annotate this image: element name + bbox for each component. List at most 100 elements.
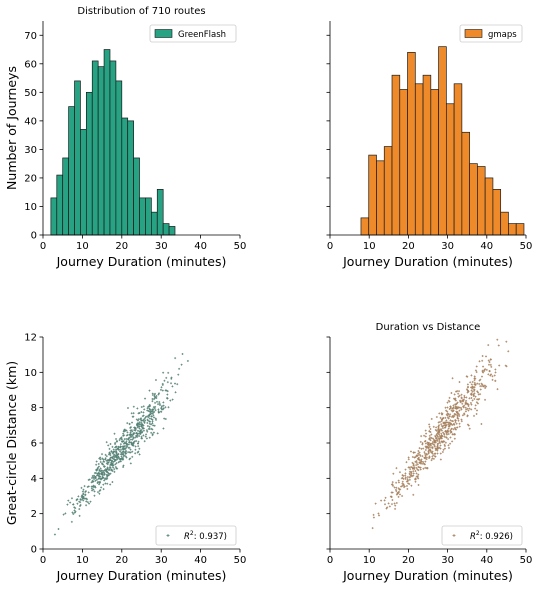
x-tick-label: 10	[76, 241, 89, 252]
histogram-bar	[145, 197, 152, 236]
x-tick-label: 20	[402, 241, 415, 252]
histogram-bar	[162, 223, 170, 236]
x-tick-label: 0	[327, 241, 333, 252]
x-ticks: 0 10 20 30 40 50	[40, 549, 247, 566]
y-ticks	[326, 34, 330, 236]
histogram-bar	[515, 223, 525, 236]
histogram-bar	[97, 66, 105, 236]
histogram-bar	[56, 174, 64, 236]
histogram-bar	[80, 129, 87, 236]
y-tick-label: 0	[31, 231, 37, 242]
legend-box	[441, 525, 523, 546]
x-tick-label: 30	[155, 555, 168, 566]
y-tick-label: 8	[31, 403, 37, 414]
y-ticks: 0 2 4 6 8 10 12	[24, 333, 43, 556]
histogram-bars	[360, 46, 525, 236]
scatter-gmaps-panel: 0 10 20 30 40 50 Journey Duration (minutes) Dur…	[326, 322, 533, 583]
y-tick-label: 0	[31, 545, 37, 556]
histogram-gmaps-panel: 0 10 20 30 40 50 Journey Duration (minutes) gma…	[326, 21, 533, 269]
scatter-points	[371, 338, 510, 530]
histogram-bar	[115, 80, 123, 236]
y-ticks: 0 10 20 30 40 50 60 70	[24, 31, 43, 242]
legend-swatch	[154, 29, 173, 38]
histogram-bar	[127, 120, 134, 236]
legend-swatch	[464, 29, 483, 38]
histogram-bar	[407, 52, 416, 236]
x-tick-label: 50	[520, 555, 533, 566]
x-ticks: 0 10 20 30 40 50	[40, 235, 247, 252]
x-tick-label: 10	[76, 555, 89, 566]
histogram-bar	[68, 106, 75, 236]
x-axis-label: Journey Duration (minutes)	[56, 568, 227, 583]
scatter-points	[53, 352, 189, 536]
x-tick-label: 0	[40, 555, 46, 566]
histogram-bar	[383, 146, 393, 236]
histogram-bars	[50, 49, 176, 236]
x-tick-label: 40	[194, 555, 207, 566]
legend-label: R2: 0.926)	[470, 530, 513, 542]
histogram-bar	[445, 103, 455, 236]
histogram-greenflash-panel: 0 10 20 30 40 50 0 10 20 30 40 50 60 70 Journey Durati…	[4, 6, 246, 269]
legend: gmaps	[459, 24, 523, 43]
histogram-bar	[422, 74, 432, 236]
y-tick-label: 10	[24, 202, 37, 213]
histogram-bar	[453, 83, 463, 236]
histogram-bar	[461, 131, 470, 236]
x-tick-label: 30	[441, 241, 454, 252]
legend: R2: 0.937)	[155, 525, 237, 546]
y-axis-label: Number of Journeys	[4, 66, 19, 190]
histogram-bar	[376, 160, 385, 236]
histogram-bar	[62, 157, 69, 236]
histogram-bar	[103, 49, 111, 236]
y-tick-label: 60	[24, 59, 37, 70]
histogram-bar	[156, 188, 164, 236]
histogram-bar	[438, 46, 447, 236]
histogram-bar	[109, 60, 117, 236]
y-tick-label: 6	[31, 439, 37, 450]
histogram-bar	[399, 89, 408, 236]
chart-title: Distribution of 710 routes	[77, 6, 205, 17]
histogram-bar	[139, 197, 146, 236]
x-tick-label: 0	[40, 241, 46, 252]
histogram-bar	[492, 188, 502, 236]
x-axis-label: Journey Duration (minutes)	[56, 254, 227, 269]
x-tick-label: 40	[480, 241, 493, 252]
histogram-bar	[121, 117, 129, 236]
histogram-bar	[85, 91, 93, 236]
x-axis-label: Journey Duration (minutes)	[342, 568, 513, 583]
histogram-bar	[74, 80, 81, 236]
histogram-bar	[414, 83, 424, 236]
x-axis-label: Journey Duration (minutes)	[342, 254, 513, 269]
y-tick-label: 50	[24, 88, 37, 99]
scatter-greenflash-panel: 0 10 20 30 40 50 0 2 4 6 8 10 12 Journey Duration (mi…	[4, 333, 246, 584]
x-tick-label: 50	[234, 241, 247, 252]
y-tick-label: 30	[24, 145, 37, 156]
histogram-bar	[360, 217, 370, 236]
x-tick-label: 50	[234, 555, 247, 566]
legend: GreenFlash	[149, 24, 237, 43]
histogram-bar	[133, 157, 140, 236]
y-ticks	[326, 336, 330, 550]
x-ticks: 0 10 20 30 40 50	[327, 549, 533, 566]
x-tick-label: 0	[327, 555, 333, 566]
histogram-bar	[484, 177, 494, 236]
x-tick-label: 10	[363, 555, 376, 566]
legend-box	[155, 525, 237, 546]
legend-label: R2: 0.937)	[184, 530, 227, 542]
x-tick-label: 40	[194, 241, 207, 252]
x-tick-label: 20	[402, 555, 415, 566]
histogram-bar	[50, 197, 58, 236]
histogram-bar	[477, 166, 486, 236]
x-tick-label: 50	[520, 241, 533, 252]
x-tick-label: 20	[115, 555, 128, 566]
y-tick-label: 12	[24, 333, 37, 344]
histogram-bar	[391, 74, 401, 236]
x-tick-label: 10	[363, 241, 376, 252]
x-tick-label: 20	[115, 241, 128, 252]
y-tick-label: 2	[31, 509, 37, 520]
y-tick-label: 70	[24, 31, 37, 42]
y-tick-label: 10	[24, 368, 37, 379]
x-tick-label: 30	[441, 555, 454, 566]
x-tick-label: 30	[155, 241, 168, 252]
histogram-bar	[469, 163, 478, 236]
